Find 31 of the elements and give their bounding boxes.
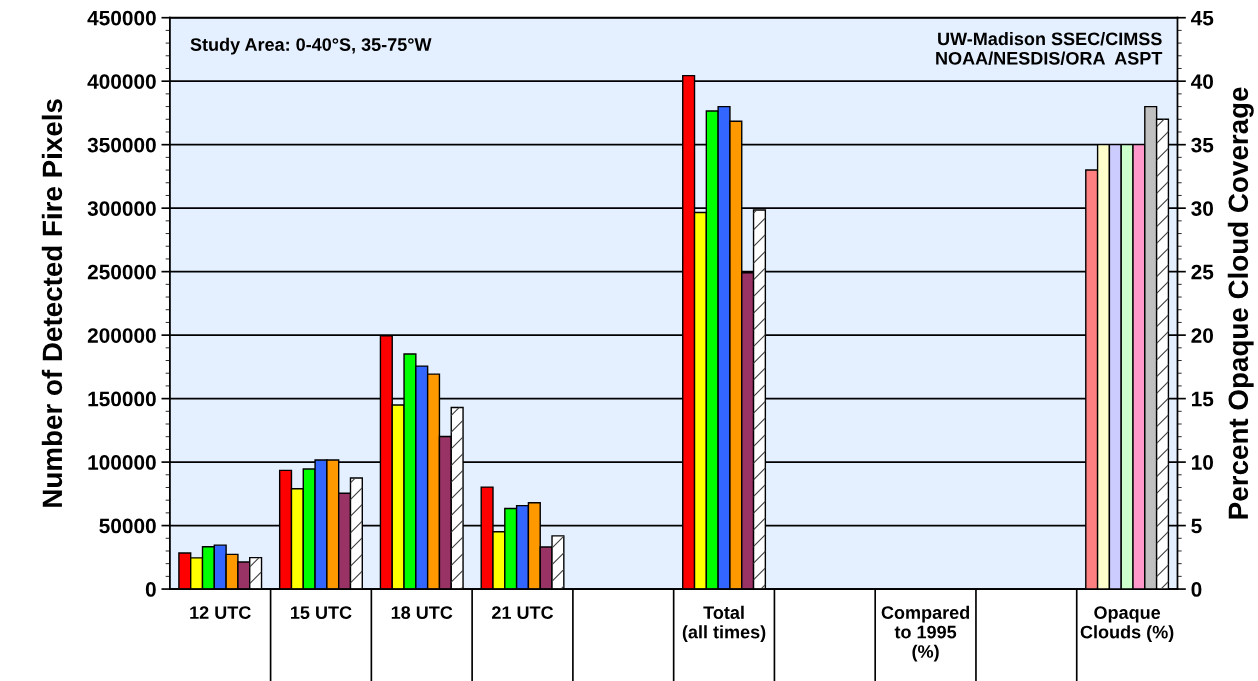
y2-tick-label: 35 [1191, 137, 1214, 153]
y2-tick-label: 45 [1191, 10, 1214, 26]
y2-tick-label: 10 [1191, 455, 1213, 470]
y-tick-label: 400000 [87, 74, 156, 89]
y-tick-label: 50000 [99, 518, 156, 534]
y-axis-title: Number of Detected Fire Pixels [41, 99, 63, 507]
y2-tick-label: 40 [1191, 74, 1213, 89]
y2-tick-label: 20 [1191, 328, 1213, 343]
y2-tick-label: 25 [1191, 264, 1214, 280]
y2-axis-title: Percent Opaque Cloud Coverage [1227, 87, 1254, 519]
y-tick-label: 0 [145, 582, 156, 597]
x-tick-label: Total (all times) [682, 605, 766, 643]
y2-tick-label: 5 [1191, 518, 1202, 534]
y-tick-label: 100000 [88, 455, 156, 470]
y2-tick-label: 30 [1191, 201, 1213, 216]
x-tick-label: Compared to 1995 (%) [881, 605, 970, 662]
x-tick-label: Opaque Clouds (%) [1080, 606, 1174, 643]
y-tick-label: 200000 [87, 328, 156, 343]
annotation: UW-Madison SSEC/CIMSS NOAA/NESDIS/ORA ASPT [936, 31, 1163, 65]
y-tick-label: 450000 [87, 10, 156, 26]
x-tick-label: 15 UTC [291, 606, 352, 619]
x-tick-label: 18 UTC [391, 606, 453, 619]
y-tick-label: 300000 [87, 201, 156, 216]
x-tick-label: 12 UTC [190, 606, 251, 619]
annotation: Study Area: 0-40°S, 35-75°W [190, 37, 432, 55]
x-tick-label: 21 UTC [492, 606, 554, 619]
y-tick-label: 250000 [87, 264, 156, 280]
y-tick-label: 350000 [87, 137, 156, 153]
y-tick-label: 150000 [88, 391, 156, 407]
y2-tick-label: 15 [1191, 391, 1214, 407]
y2-tick-label: 0 [1191, 582, 1202, 597]
